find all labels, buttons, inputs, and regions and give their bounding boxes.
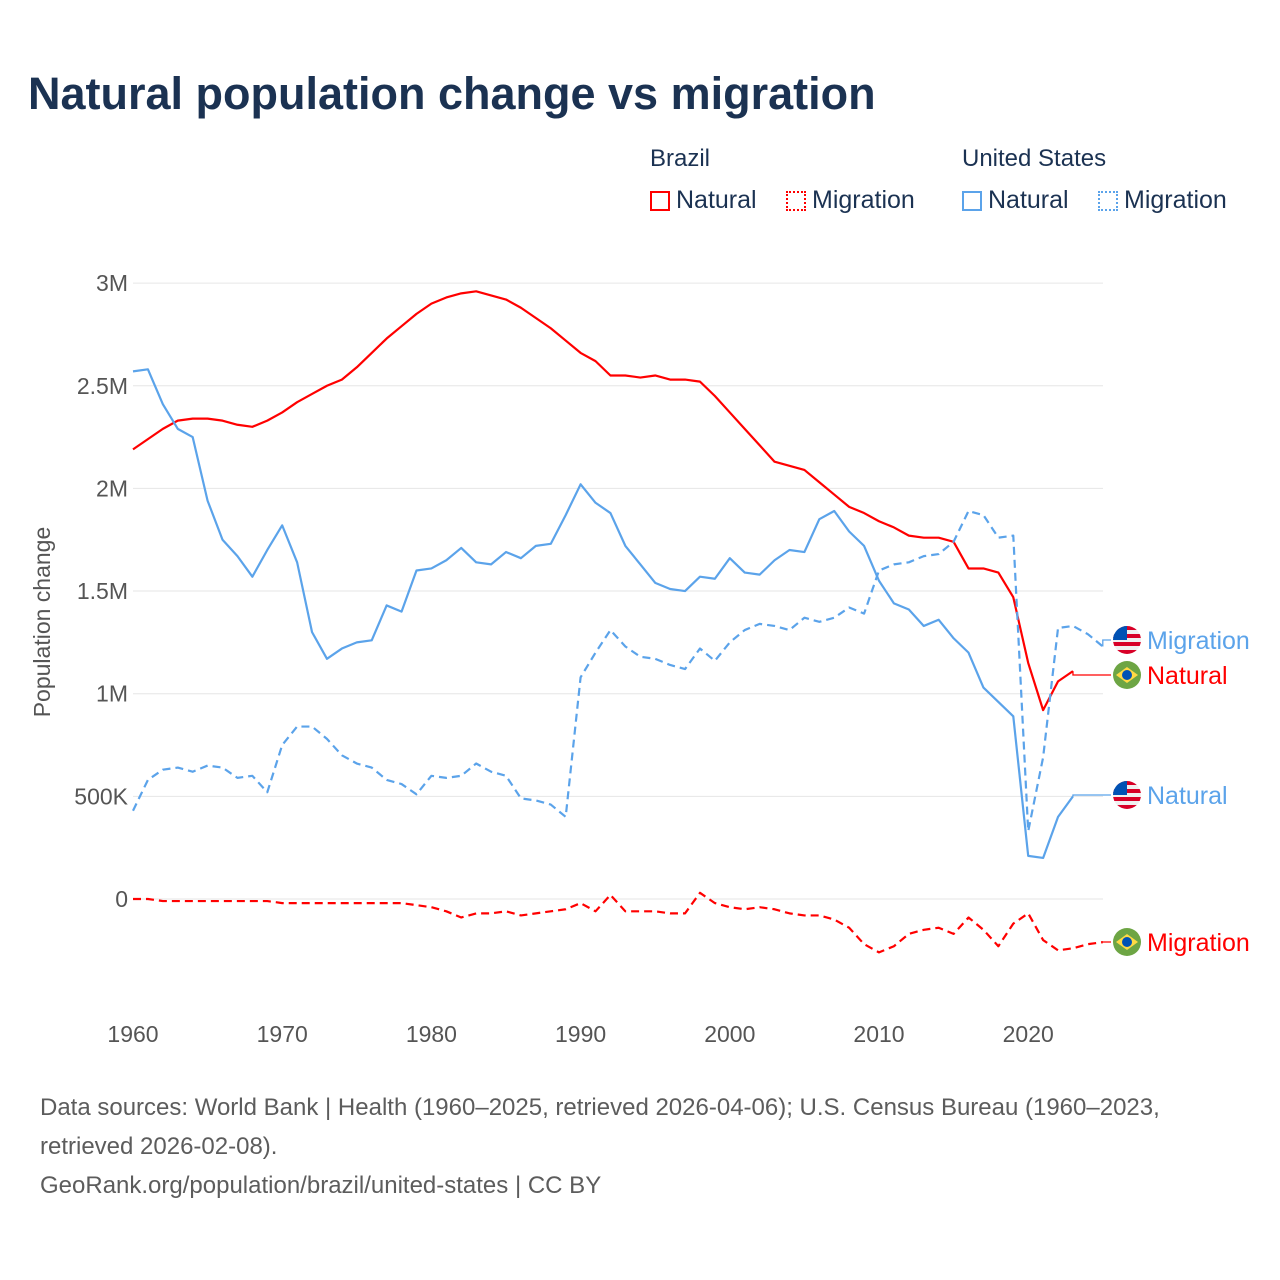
dotted-swatch-icon bbox=[1098, 190, 1118, 211]
series-line-united-states-migration[interactable] bbox=[132, 509, 1104, 833]
credit-link[interactable]: GeoRank.org/population/brazil/united-sta… bbox=[40, 1172, 602, 1199]
brazil-flag-icon bbox=[1113, 661, 1141, 689]
series-line-united-states-natural[interactable] bbox=[132, 368, 1074, 860]
brazil-flag-icon bbox=[1113, 928, 1141, 956]
legend-group-us: United States bbox=[962, 145, 1107, 172]
legend-label: Natural bbox=[988, 186, 1069, 214]
y-axis-label: Population change bbox=[29, 527, 55, 718]
y-tick-label: 2M bbox=[96, 475, 128, 501]
x-tick-label: 1990 bbox=[555, 1021, 606, 1047]
data-sources: Data sources: World Bank | Health (1960–… bbox=[40, 1094, 1160, 1160]
solid-swatch-icon bbox=[962, 190, 982, 211]
series-line-brazil-natural[interactable] bbox=[132, 290, 1074, 712]
x-tick-label: 1970 bbox=[257, 1021, 308, 1047]
legend-brazil-natural[interactable]: Natural bbox=[650, 186, 757, 215]
dotted-swatch-icon bbox=[786, 190, 806, 211]
x-tick-label: 2020 bbox=[1003, 1021, 1054, 1047]
end-label: Natural bbox=[1147, 782, 1228, 810]
y-tick-label: 500K bbox=[74, 783, 128, 809]
footer: Data sources: World Bank | Health (1960–… bbox=[40, 1088, 1250, 1205]
legend-us-migration[interactable]: Migration bbox=[1098, 186, 1227, 215]
y-tick-label: 0 bbox=[115, 886, 128, 912]
x-tick-label: 2000 bbox=[704, 1021, 755, 1047]
legend-label: Migration bbox=[1124, 186, 1227, 214]
end-label-connector bbox=[1102, 639, 1111, 647]
y-tick-label: 1.5M bbox=[77, 578, 128, 604]
legend-us-natural[interactable]: Natural bbox=[962, 186, 1069, 215]
series-line-brazil-migration[interactable] bbox=[133, 891, 1103, 954]
x-tick-label: 2010 bbox=[853, 1021, 904, 1047]
legend-brazil-migration[interactable]: Migration bbox=[786, 186, 915, 215]
us-flag-icon bbox=[1113, 781, 1141, 809]
end-label: Natural bbox=[1147, 662, 1228, 690]
legend-group-brazil: Brazil bbox=[650, 145, 711, 172]
chart-title: Natural population change vs migration bbox=[28, 68, 876, 119]
legend-label: Migration bbox=[812, 186, 915, 214]
end-label-connector bbox=[1072, 671, 1111, 676]
us-flag-icon bbox=[1113, 626, 1141, 654]
x-tick-label: 1960 bbox=[107, 1021, 158, 1047]
legend-label: Natural bbox=[676, 186, 757, 214]
end-label-connector bbox=[1072, 794, 1111, 797]
y-tick-label: 3M bbox=[96, 270, 128, 296]
end-label: Migration bbox=[1147, 929, 1250, 957]
end-label: Migration bbox=[1147, 627, 1250, 655]
solid-swatch-icon bbox=[650, 190, 670, 211]
y-tick-label: 2.5M bbox=[77, 373, 128, 399]
x-tick-label: 1980 bbox=[406, 1021, 457, 1047]
y-tick-label: 1M bbox=[96, 681, 128, 707]
